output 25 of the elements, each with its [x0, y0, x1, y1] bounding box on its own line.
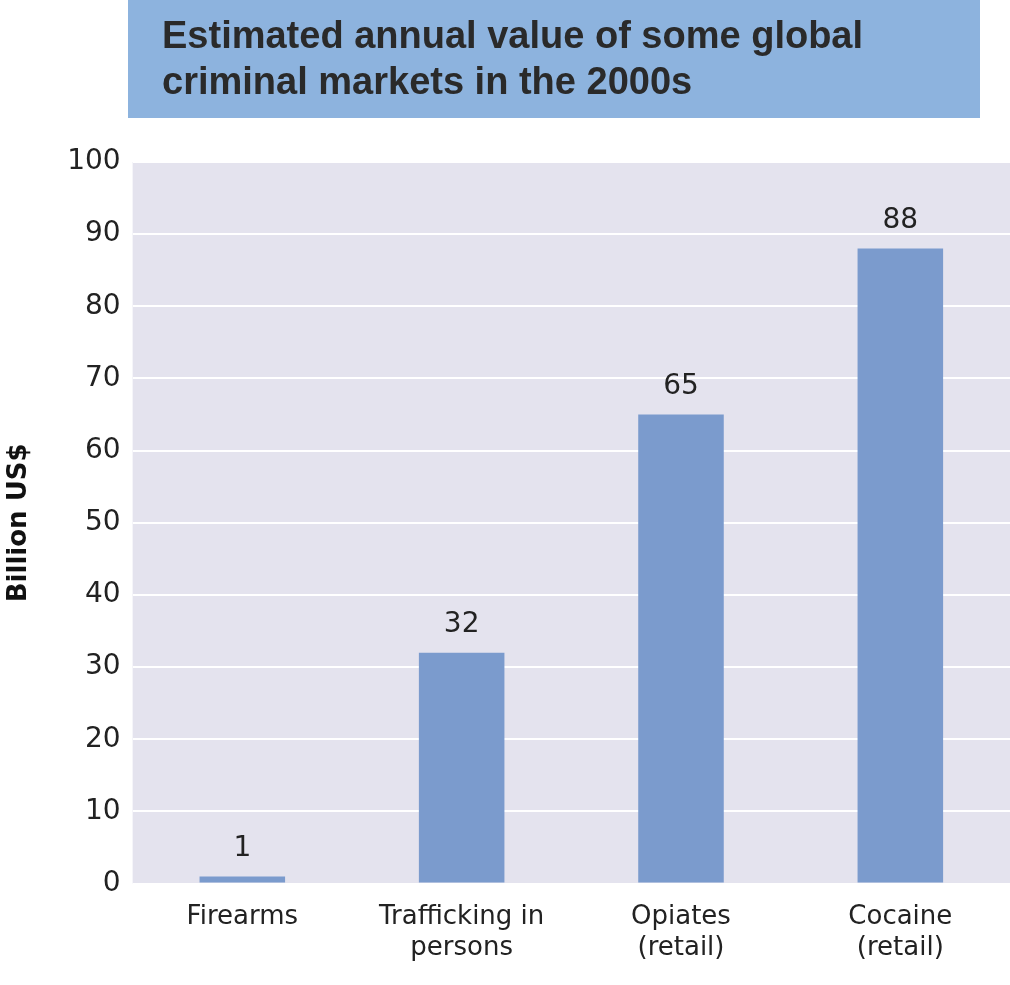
y-tick-label: 100 — [67, 143, 121, 177]
y-tick-label: 10 — [85, 792, 121, 826]
x-tick-label: Cocaine (retail) — [848, 899, 953, 962]
data-label: 65 — [663, 367, 699, 401]
y-tick-label: 80 — [85, 287, 121, 321]
y-tick-label: 40 — [85, 576, 121, 610]
bar — [638, 414, 724, 883]
y-tick-label: 50 — [85, 504, 121, 538]
data-label: 88 — [882, 201, 919, 235]
x-tick-label: Trafficking in persons — [377, 899, 545, 962]
data-label: 1 — [233, 829, 252, 863]
y-tick-label: 0 — [102, 864, 121, 898]
y-tick-label: 90 — [85, 215, 121, 249]
bar — [199, 876, 286, 883]
x-tick-label: Opiates (retail) — [631, 899, 731, 962]
x-tick-label: Firearms — [186, 899, 299, 930]
bar — [418, 652, 505, 883]
bar — [857, 248, 944, 883]
data-label: 32 — [443, 605, 480, 639]
y-tick-label: 60 — [85, 431, 121, 465]
y-tick-label: 70 — [85, 359, 121, 393]
y-axis-title: Billion US$ — [2, 443, 33, 603]
chart-title: Estimated annual value of some global criminal markets in the 2000s — [128, 0, 980, 118]
y-tick-label: 20 — [85, 720, 121, 754]
y-tick-label: 30 — [85, 648, 121, 682]
